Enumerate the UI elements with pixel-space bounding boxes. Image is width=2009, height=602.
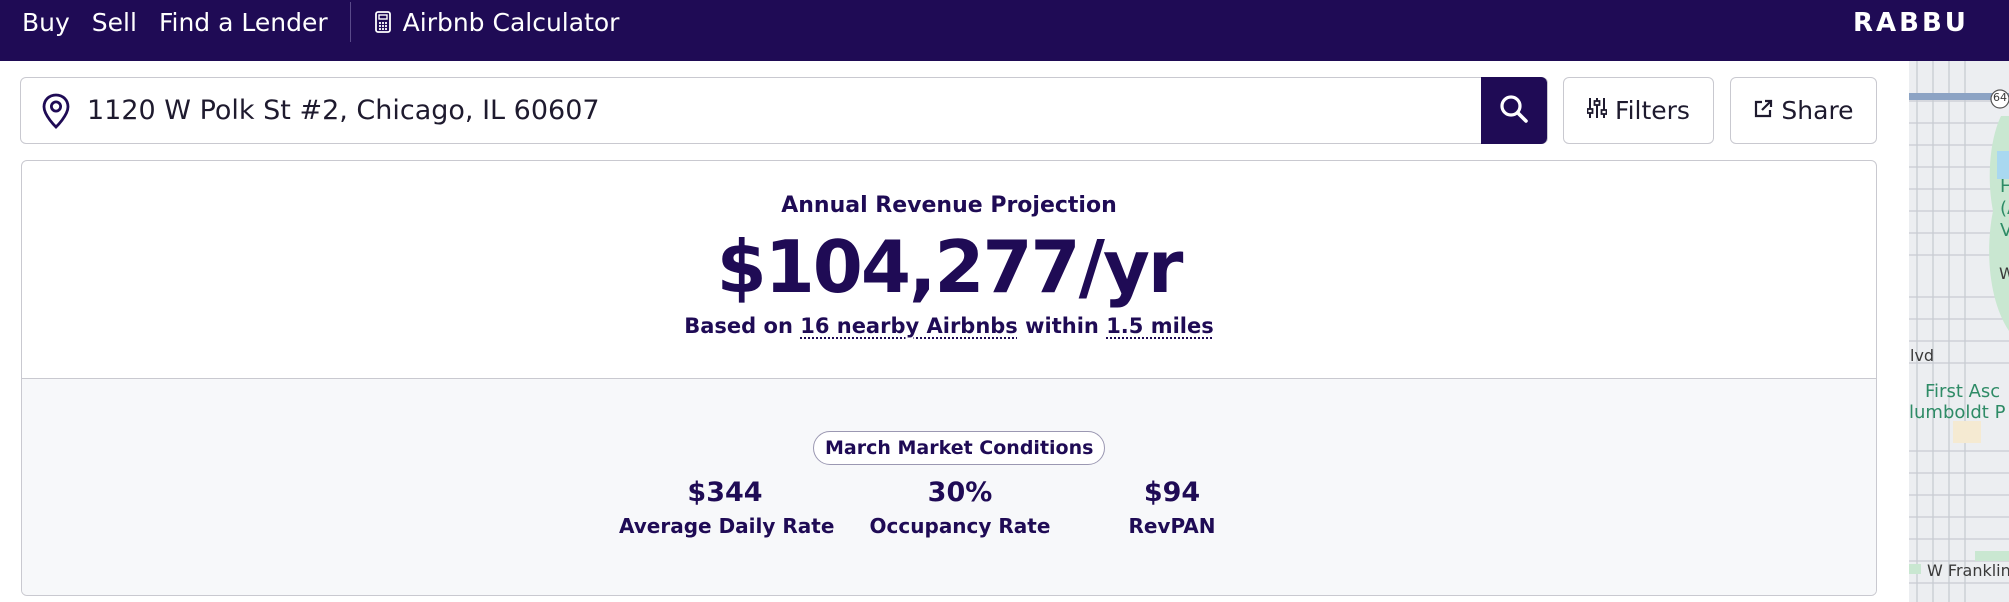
nav-airbnb-calculator-link[interactable]: Airbnb Calculator — [374, 7, 620, 37]
external-link-icon — [1753, 96, 1773, 125]
basis-within: within — [1025, 314, 1099, 338]
address-search-input[interactable]: 1120 W Polk St #2, Chicago, IL 60607 — [87, 95, 600, 126]
projection-basis: Based on 16 nearby Airbnbs within 1.5 mi… — [22, 314, 1876, 338]
filters-button[interactable]: Filters — [1563, 77, 1714, 144]
share-button[interactable]: Share — [1730, 77, 1877, 144]
map-park-label: lumboldt P — [1909, 402, 2006, 423]
projection-summary: Annual Revenue Projection $104,277/yr Ba… — [22, 161, 1876, 378]
map-canvas — [1909, 61, 2009, 602]
filters-label: Filters — [1615, 96, 1690, 125]
map-label: V — [2000, 220, 2009, 241]
stat-value: $344 — [687, 477, 763, 508]
map-route-label: 64 — [1993, 91, 2007, 104]
map-label: H — [2000, 176, 2009, 197]
stat-label: Occupancy Rate — [869, 514, 1051, 538]
revenue-projection-card: Annual Revenue Projection $104,277/yr Ba… — [21, 160, 1877, 596]
map-street-label: lvd — [1910, 346, 1935, 365]
map-label: (A — [2000, 198, 2009, 219]
location-pin-icon — [41, 93, 71, 133]
stat-value: 30% — [927, 477, 993, 508]
radius-link[interactable]: 1.5 miles — [1106, 314, 1214, 338]
stat-occupancy-rate: 30% Occupancy Rate — [857, 477, 1063, 538]
nav-airbnb-calculator-label: Airbnb Calculator — [402, 7, 620, 37]
nav-buy-link[interactable]: Buy — [22, 7, 70, 37]
calculator-icon — [374, 11, 391, 33]
search-icon — [1498, 93, 1530, 129]
stat-value: $94 — [1143, 477, 1201, 508]
basis-prefix: Based on — [684, 314, 793, 338]
nav-sell-link[interactable]: Sell — [91, 7, 137, 37]
stat-revpan: $94 RevPAN — [1101, 477, 1243, 538]
nav-find-lender-link[interactable]: Find a Lender — [158, 7, 328, 37]
nav-links: Buy Sell Find a Lender Airbnb Calculator — [22, 0, 619, 44]
search-button[interactable] — [1481, 77, 1547, 144]
map-panel[interactable]: 64 H (A V W lvd First Asc lumboldt P W F… — [1909, 61, 2009, 602]
address-search-box[interactable]: 1120 W Polk St #2, Chicago, IL 60607 — [20, 77, 1548, 144]
nearby-airbnbs-link[interactable]: 16 nearby Airbnbs — [800, 314, 1018, 338]
nav-divider — [349, 2, 351, 42]
stat-label: Average Daily Rate — [619, 514, 835, 538]
map-street-label: W — [1999, 264, 2009, 283]
stat-average-daily-rate: $344 Average Daily Rate — [619, 477, 835, 538]
projection-value: $104,277/yr — [716, 225, 1184, 309]
projection-label: Annual Revenue Projection — [781, 193, 1117, 218]
market-conditions-section: March Market Conditions $344 Average Dai… — [22, 378, 1876, 595]
market-conditions-pill: March Market Conditions — [813, 431, 1106, 465]
brand-logo[interactable]: RABBU — [1853, 8, 1969, 38]
stat-label: RevPAN — [1128, 514, 1216, 538]
sliders-icon — [1586, 96, 1608, 125]
map-park-label: First Asc — [1925, 381, 2001, 402]
map-street-label: W Franklin — [1927, 561, 2009, 580]
share-label: Share — [1781, 96, 1854, 125]
top-nav: Buy Sell Find a Lender Airbnb Calculator… — [0, 0, 2009, 61]
